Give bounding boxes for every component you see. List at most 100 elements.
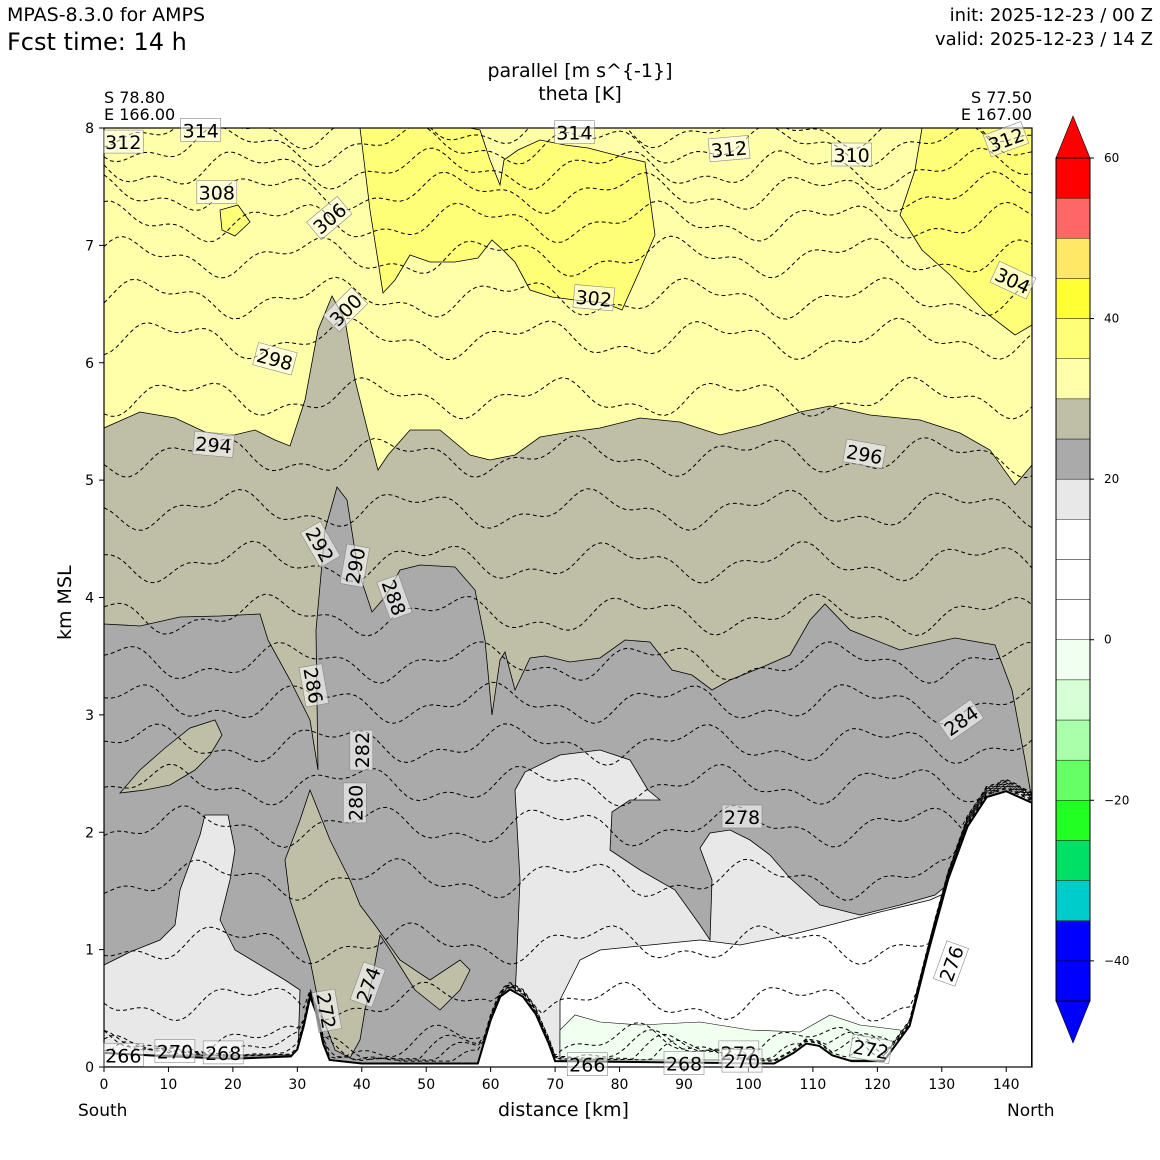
x-tick-label: 30 <box>288 1077 306 1093</box>
colorbar-bin <box>1055 800 1091 841</box>
theta-label-box <box>721 804 763 829</box>
colorbar-tick-label: −40 <box>1104 954 1129 968</box>
theta-isoline-300 <box>104 317 1032 361</box>
theta-label: 272 <box>311 988 342 1033</box>
x-tick-label: 40 <box>353 1077 371 1093</box>
theta-isoline-292 <box>104 540 1032 584</box>
colorbar-frame <box>1055 157 1091 1002</box>
theta-label-box <box>180 118 221 142</box>
x-tick-label: 110 <box>800 1077 827 1093</box>
y-tick-label: 4 <box>85 591 94 607</box>
theta-label-box <box>322 286 369 333</box>
theta-label-box <box>663 1051 705 1075</box>
colorbar-bin <box>1055 358 1091 400</box>
theta-label-box <box>831 142 872 167</box>
colorbar-extend-bottom <box>1055 1000 1091 1044</box>
colorbar-bin <box>1055 519 1091 560</box>
theta-isoline-306 <box>104 200 1032 243</box>
fill-khaki-left-blob <box>119 719 223 794</box>
colorbar-bin <box>1055 398 1091 440</box>
colorbar-bin <box>1055 438 1091 480</box>
theta-isoline-284 <box>104 723 1032 766</box>
left-endpoint-lat: S 78.80 <box>104 88 166 107</box>
colorbar-tick-label: −20 <box>1104 793 1129 807</box>
theta-label-box <box>192 430 235 458</box>
theta-label-text: 294 <box>194 433 232 458</box>
colorbar-bin <box>1055 920 1091 962</box>
theta-label: 288 <box>376 574 413 621</box>
y-tick-label: 1 <box>85 943 94 959</box>
theta-label: 294 <box>192 430 235 458</box>
colorbar-bin <box>1055 238 1091 279</box>
theta-label-text: 280 <box>345 785 367 821</box>
colorbar-bin <box>1055 960 1091 1002</box>
theta-label: 270 <box>721 1048 763 1073</box>
theta-label-text: 266 <box>569 1055 605 1077</box>
x-end-label-south: South <box>78 1101 128 1121</box>
theta-label-text: 310 <box>833 145 869 167</box>
colorbar-tick-label: 40 <box>1104 312 1119 326</box>
theta-label-box <box>306 195 353 241</box>
theta-label-box <box>848 1033 894 1065</box>
colorbar-tick-label: 60 <box>1104 151 1119 165</box>
theta-label-text: 308 <box>199 183 235 205</box>
theta-label: 266 <box>566 1052 608 1077</box>
x-tick-label: 20 <box>224 1077 242 1093</box>
fill-bright-yellow-small <box>219 204 251 237</box>
colorbar-bin <box>1055 197 1091 239</box>
x-tick-label: 10 <box>160 1077 178 1093</box>
theta-label: 314 <box>554 120 595 145</box>
x-tick-label: 100 <box>735 1077 762 1093</box>
y-tick-label: 8 <box>85 121 94 137</box>
theta-label-box <box>842 438 887 469</box>
colorbar-bin <box>1055 278 1091 319</box>
theta-isoline-302 <box>104 276 1032 320</box>
theta-label-text: 314 <box>183 120 219 142</box>
theta-isoline-290 <box>104 593 1032 637</box>
theta-label: 282 <box>349 729 374 771</box>
fill-bright-yellow-center <box>359 128 656 311</box>
theta-label-text: 268 <box>666 1054 702 1076</box>
theta-isoline-282 <box>104 763 1032 807</box>
theta-isoline-276 <box>104 782 1032 965</box>
right-endpoint-lat: S 77.50 <box>970 88 1032 107</box>
colorbar-tick-label: 20 <box>1104 472 1119 486</box>
theta-label-box <box>103 129 144 154</box>
colorbar-bin <box>1055 157 1091 199</box>
colorbar-tick-label: 0 <box>1104 633 1112 647</box>
theta-label: 308 <box>196 180 238 205</box>
theta-label-box <box>937 698 985 742</box>
theta-label-box <box>349 729 374 771</box>
right-endpoint-lon: E 167.00 <box>960 105 1032 124</box>
x-tick-label: 140 <box>993 1077 1020 1093</box>
theta-isoline-310 <box>104 147 1032 190</box>
theta-label-box <box>982 121 1030 158</box>
x-tick-label: 60 <box>482 1077 500 1093</box>
x-axis-label: distance [km] <box>498 1099 629 1121</box>
theta-label-box <box>202 1040 244 1065</box>
x-end-label-north: North <box>1007 1101 1055 1121</box>
theta-isoline-304 <box>104 235 1032 279</box>
theta-isoline-308 <box>104 171 1032 214</box>
terrain-mask <box>104 790 1032 1067</box>
model-title: MPAS-8.3.0 for AMPS <box>7 4 206 26</box>
colorbar-bin <box>1055 840 1091 881</box>
theta-isoline-280 <box>104 780 1032 848</box>
theta-label-text: 312 <box>710 138 748 163</box>
theta-label-box <box>342 782 367 824</box>
fill-white-lower <box>559 799 1032 1067</box>
y-tick-label: 7 <box>85 238 94 254</box>
theta-label-box <box>989 260 1037 300</box>
theta-label-box <box>196 180 238 204</box>
colorbar-bin <box>1055 478 1091 520</box>
theta-label-text: 268 <box>205 1043 241 1065</box>
theta-label: 266 <box>103 1043 144 1067</box>
chart-title-line1: parallel [m s^{-1}] <box>487 60 673 82</box>
theta-isoline-278 <box>104 781 1032 901</box>
theta-label-text: 278 <box>724 807 760 829</box>
valid-time: valid: 2025-12-23 / 14 Z <box>935 29 1153 50</box>
theta-label: 286 <box>298 663 330 708</box>
chart-title-line2: theta [K] <box>538 83 622 105</box>
theta-label-box <box>311 988 342 1033</box>
theta-label-box <box>721 1048 763 1073</box>
